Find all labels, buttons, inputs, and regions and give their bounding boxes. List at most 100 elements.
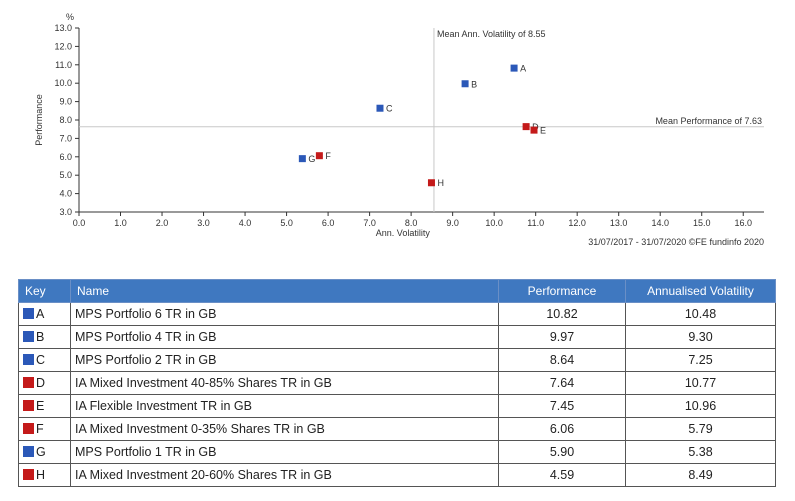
- x-tick-label: 3.0: [197, 218, 210, 228]
- table-row: F IA Mixed Investment 0-35% Shares TR in …: [18, 417, 776, 441]
- table-row: D IA Mixed Investment 40-85% Shares TR in…: [18, 371, 776, 395]
- y-tick-label: 11.0: [55, 60, 72, 70]
- x-tick-label: 5.0: [280, 218, 293, 228]
- key-swatch: [23, 446, 34, 457]
- x-tick-label: 9.0: [446, 218, 459, 228]
- key-letter: A: [36, 307, 45, 321]
- table-body: A MPS Portfolio 6 TR in GB 10.82 10.48 B MPS …: [18, 302, 776, 487]
- performance-cell: 4.59: [498, 463, 626, 487]
- name-cell: MPS Portfolio 6 TR in GB: [70, 302, 499, 326]
- key-table: Key Name Performance Annualised Volatili…: [18, 279, 776, 487]
- data-point-label: E: [540, 126, 546, 136]
- key-swatch: [23, 308, 34, 319]
- key-cell: B: [18, 325, 71, 349]
- y-tick-label: 12.0: [54, 41, 72, 51]
- chart-footnote: 31/07/2017 - 31/07/2020 ©FE fundinfo 202…: [588, 237, 764, 247]
- x-tick-label: 16.0: [734, 218, 752, 228]
- x-tick-label: 10.0: [485, 218, 503, 228]
- x-tick-label: 4.0: [239, 218, 252, 228]
- key-letter: G: [36, 445, 46, 459]
- table-row: C MPS Portfolio 2 TR in GB 8.64 7.25: [18, 348, 776, 372]
- x-tick-label: 8.0: [405, 218, 418, 228]
- volatility-cell: 5.79: [625, 417, 776, 441]
- key-swatch: [23, 377, 34, 388]
- volatility-cell: 8.49: [625, 463, 776, 487]
- x-tick-label: 15.0: [693, 218, 711, 228]
- data-point-label: H: [437, 178, 444, 188]
- x-tick-label: 11.0: [527, 218, 544, 228]
- data-point-g: [298, 155, 306, 163]
- volatility-cell: 9.30: [625, 325, 776, 349]
- name-cell: MPS Portfolio 4 TR in GB: [70, 325, 499, 349]
- y-tick-label: 9.0: [59, 97, 72, 107]
- x-axis-label: Ann. Volatility: [376, 228, 431, 238]
- data-point-c: [376, 104, 384, 112]
- table-row: B MPS Portfolio 4 TR in GB 9.97 9.30: [18, 325, 776, 349]
- y-tick-label: 13.0: [54, 23, 72, 33]
- key-swatch: [23, 423, 34, 434]
- data-point-b: [461, 80, 469, 88]
- data-point-label: F: [325, 151, 331, 161]
- x-axis-ticks: 0.0 1.0 2.0 3.0 4.0 5.0 6.0 7.0 8.0 9.0 10.0 11.0 12…: [73, 212, 752, 228]
- performance-cell: 8.64: [498, 348, 626, 372]
- key-swatch: [23, 469, 34, 480]
- risk-return-scatter-chart: 3.0 4.0 5.0 6.0 7.0 8.0 9.0 10.0 11.0 12.0 13.0 0.…: [34, 12, 764, 247]
- key-cell: E: [18, 394, 71, 418]
- performance-cell: 6.06: [498, 417, 626, 441]
- volatility-cell: 10.96: [625, 394, 776, 418]
- key-cell: A: [18, 302, 71, 326]
- table-row: G MPS Portfolio 1 TR in GB 5.90 5.38: [18, 440, 776, 464]
- performance-cell: 9.97: [498, 325, 626, 349]
- x-tick-label: 14.0: [651, 218, 669, 228]
- header-performance: Performance: [498, 279, 626, 303]
- y-axis-label: Performance: [34, 94, 44, 146]
- performance-cell: 7.45: [498, 394, 626, 418]
- name-cell: IA Flexible Investment TR in GB: [70, 394, 499, 418]
- name-cell: MPS Portfolio 2 TR in GB: [70, 348, 499, 372]
- y-tick-label: 6.0: [59, 152, 72, 162]
- key-swatch: [23, 354, 34, 365]
- y-tick-label: 4.0: [59, 189, 72, 199]
- y-tick-label: 3.0: [59, 207, 72, 217]
- x-tick-label: 0.0: [73, 218, 86, 228]
- key-cell: H: [18, 463, 71, 487]
- name-cell: MPS Portfolio 1 TR in GB: [70, 440, 499, 464]
- data-point-label: C: [386, 104, 393, 114]
- y-tick-label: 7.0: [59, 133, 72, 143]
- volatility-cell: 10.48: [625, 302, 776, 326]
- key-letter: D: [36, 376, 46, 390]
- key-letter: C: [36, 353, 46, 367]
- key-cell: F: [18, 417, 71, 441]
- data-points: ABCDEFGH: [298, 64, 546, 188]
- x-tick-label: 6.0: [322, 218, 335, 228]
- key-swatch: [23, 400, 34, 411]
- table-row: A MPS Portfolio 6 TR in GB 10.82 10.48: [18, 302, 776, 326]
- key-cell: C: [18, 348, 71, 372]
- name-cell: IA Mixed Investment 40-85% Shares TR in …: [70, 371, 499, 395]
- y-tick-label: 8.0: [59, 115, 72, 125]
- y-tick-label: 10.0: [54, 78, 72, 88]
- header-volatility: Annualised Volatility: [625, 279, 776, 303]
- data-point-label: B: [471, 79, 477, 89]
- x-tick-label: 12.0: [568, 218, 586, 228]
- x-tick-label: 7.0: [363, 218, 376, 228]
- key-swatch: [23, 331, 34, 342]
- key-letter: H: [36, 468, 46, 482]
- key-letter: F: [36, 422, 44, 436]
- table-row: H IA Mixed Investment 20-60% Shares TR in…: [18, 463, 776, 487]
- data-point-e: [530, 126, 538, 134]
- key-letter: E: [36, 399, 45, 413]
- volatility-cell: 5.38: [625, 440, 776, 464]
- table-header-row: Key Name Performance Annualised Volatili…: [18, 279, 776, 303]
- data-point-label: G: [308, 154, 315, 164]
- performance-cell: 7.64: [498, 371, 626, 395]
- mean-performance-label: Mean Performance of 7.63: [655, 116, 762, 126]
- performance-cell: 5.90: [498, 440, 626, 464]
- y-tick-label: 5.0: [59, 170, 72, 180]
- key-letter: B: [36, 330, 45, 344]
- key-cell: D: [18, 371, 71, 395]
- data-point-f: [315, 152, 323, 160]
- y-axis-ticks: 3.0 4.0 5.0 6.0 7.0 8.0 9.0 10.0 11.0 12.0 13.0: [54, 23, 79, 217]
- data-point-d: [522, 123, 530, 131]
- header-name: Name: [70, 279, 499, 303]
